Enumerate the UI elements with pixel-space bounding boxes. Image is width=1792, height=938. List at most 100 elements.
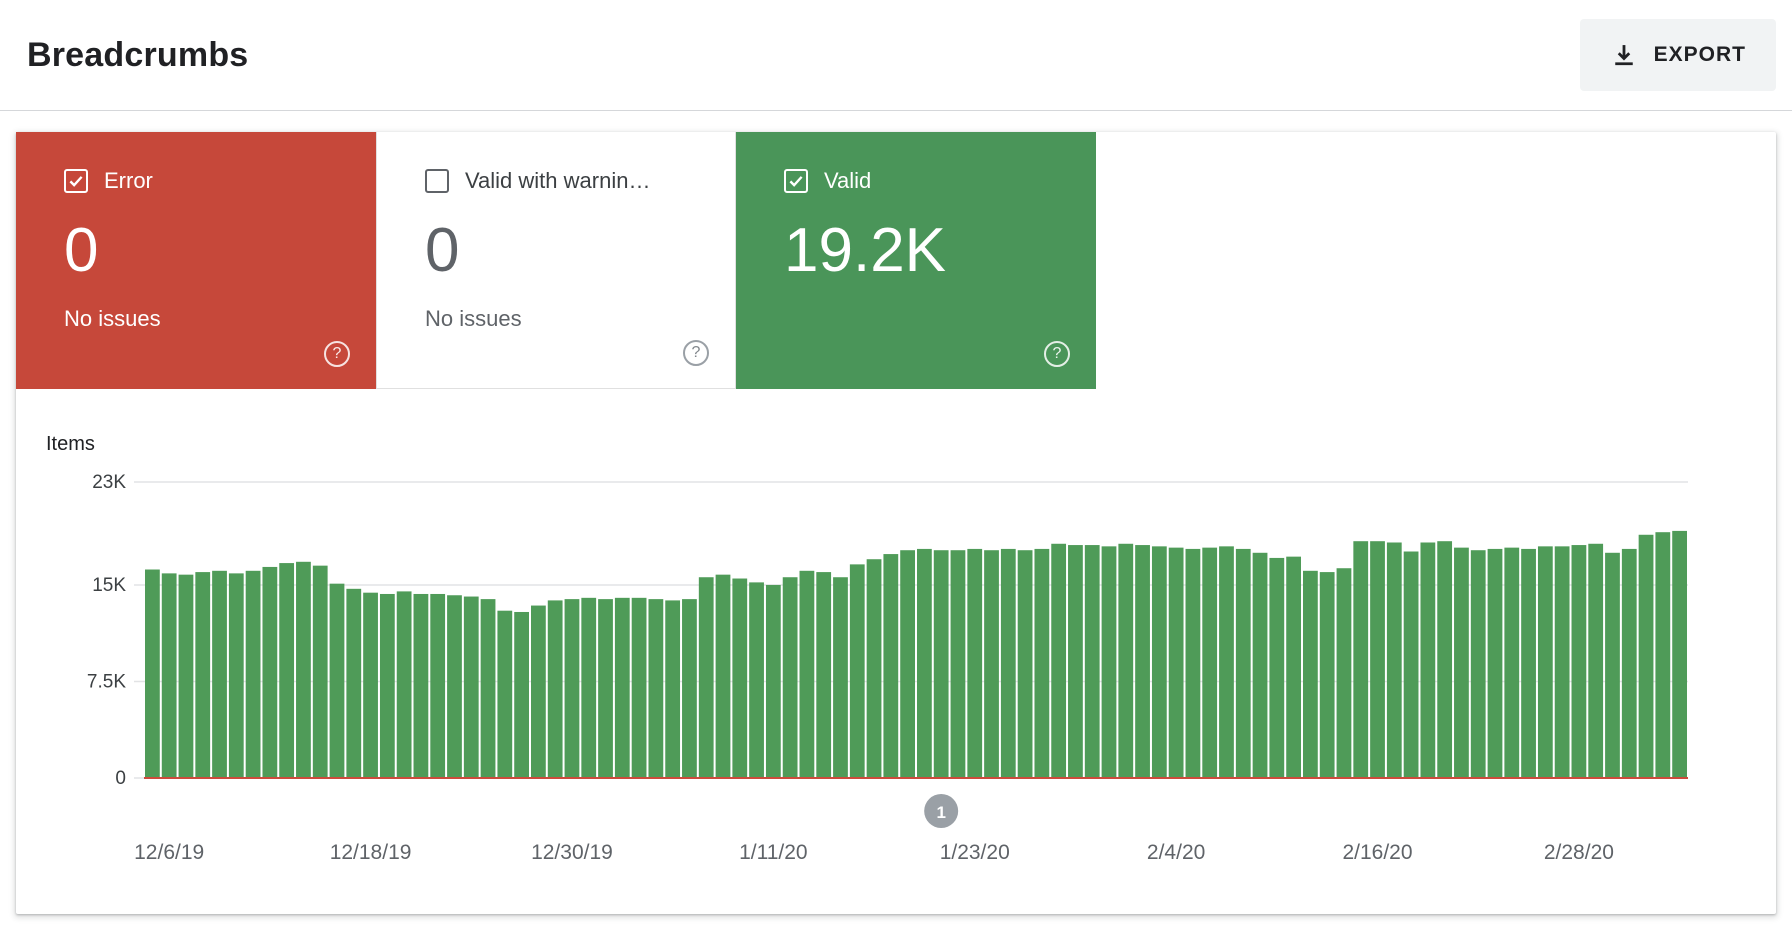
chart-bar[interactable] [581,597,597,778]
chart-bar[interactable] [212,570,227,778]
chart-bar[interactable] [732,578,748,778]
chart-bar[interactable] [1068,545,1083,778]
chart-bar[interactable] [1252,552,1268,778]
chart-bar[interactable] [1621,548,1637,778]
chart-bar[interactable] [1118,543,1134,778]
chart-bar[interactable] [1000,548,1016,778]
chart-bar[interactable] [614,597,630,778]
chart-bar[interactable] [698,577,714,778]
chart-bar[interactable] [245,570,261,778]
chart-bar[interactable] [1185,548,1201,778]
chart-bar[interactable] [648,599,664,778]
chart-bar[interactable] [984,550,999,778]
chart-bar[interactable] [598,599,613,778]
chart-bar[interactable] [379,593,395,778]
chart-bar[interactable] [1554,546,1570,778]
chart-bar[interactable] [396,591,412,778]
chart-bar[interactable] [933,550,949,778]
chart-bar[interactable] [1101,546,1117,778]
chart-bar[interactable] [816,572,832,778]
chart-bar[interactable] [1504,547,1520,778]
chart-bar[interactable] [799,570,815,778]
chart-bar[interactable] [749,582,764,778]
chart-bar[interactable] [917,548,932,778]
chart-bar[interactable] [682,599,697,778]
chart-bar[interactable] [665,600,681,778]
card-valid[interactable]: Valid 19.2K ? [736,132,1096,389]
chart-bar[interactable] [161,573,177,778]
chart-bar[interactable] [1303,570,1318,778]
chart-bar[interactable] [1051,543,1067,778]
chart-bar[interactable] [1386,542,1402,778]
chart-bar[interactable] [1605,552,1620,778]
card-valid-with-warnings[interactable]: Valid with warnin… 0 No issues ? [376,132,736,389]
help-icon[interactable]: ? [324,341,350,367]
chart-bar[interactable] [1420,542,1436,778]
chart-bar[interactable] [262,566,278,778]
chart-bar[interactable] [1638,534,1654,778]
chart-bar[interactable] [413,593,429,778]
help-icon[interactable]: ? [1044,341,1070,367]
chart-bar[interactable] [1454,547,1469,778]
help-icon[interactable]: ? [683,340,709,366]
chart-bar[interactable] [497,610,513,778]
chart-bar[interactable] [849,564,865,778]
checkbox-unchecked-icon[interactable] [425,169,449,193]
chart-bar[interactable] [1336,568,1352,778]
chart-bar[interactable] [1168,547,1184,778]
chart-bar[interactable] [1537,546,1553,778]
chart-bar[interactable] [1219,546,1234,778]
chart-bar[interactable] [1588,543,1604,778]
chart-bar[interactable] [1437,541,1453,778]
chart-bar[interactable] [631,597,647,778]
chart-bar[interactable] [1135,545,1150,778]
chart-bar[interactable] [145,569,160,778]
chart-bar[interactable] [715,574,731,778]
chart-bar[interactable] [833,577,848,778]
valid-items-bar-chart[interactable]: 23K 15K 7.5K 0 12/6/19 12/18/19 12/30/19 1/11/2… [40,464,1752,876]
chart-bar[interactable] [765,584,781,778]
export-button[interactable]: EXPORT [1579,19,1776,91]
chart-bar[interactable] [1269,557,1285,778]
chart-bar[interactable] [195,572,211,778]
chart-bar[interactable] [1470,550,1486,778]
chart-bar[interactable] [531,605,546,778]
chart-bar[interactable] [312,565,328,778]
chart-bar[interactable] [178,574,194,778]
chart-bar[interactable] [1286,556,1301,778]
chart-bar[interactable] [430,593,446,778]
chart-bar[interactable] [346,588,362,778]
chart-bar[interactable] [1672,530,1687,778]
chart-bar[interactable] [950,550,966,778]
chart-bar[interactable] [1235,548,1251,778]
chart-bar[interactable] [363,592,378,778]
chart-bar[interactable] [1202,547,1218,778]
chart-bar[interactable] [547,600,563,778]
chart-bar[interactable] [1403,551,1419,779]
chart-bar[interactable] [1571,545,1587,778]
chart-bar[interactable] [279,563,295,778]
chart-bar[interactable] [883,554,899,778]
chart-bar[interactable] [1017,550,1033,778]
chart-bar[interactable] [1084,545,1100,778]
chart-bar[interactable] [782,577,798,778]
chart-bar[interactable] [1151,546,1167,778]
chart-bar[interactable] [900,550,915,778]
chart-bar[interactable] [1655,532,1671,778]
chart-bar[interactable] [447,595,462,778]
chart-bar[interactable] [296,561,311,778]
chart-bar[interactable] [228,573,244,778]
chart-bar[interactable] [564,599,580,778]
chart-bar[interactable] [1034,548,1050,778]
timeline-annotation-marker[interactable] [924,794,959,828]
chart-bar[interactable] [1487,548,1503,778]
chart-bar[interactable] [480,599,496,778]
checkbox-checked-icon[interactable] [64,169,88,193]
chart-bar[interactable] [967,548,983,778]
chart-bar[interactable] [514,611,529,778]
chart-bar[interactable] [1370,541,1385,778]
chart-bar[interactable] [1319,572,1335,778]
chart-bar[interactable] [866,559,882,778]
checkbox-checked-icon[interactable] [784,169,808,193]
chart-bar[interactable] [1353,541,1369,778]
